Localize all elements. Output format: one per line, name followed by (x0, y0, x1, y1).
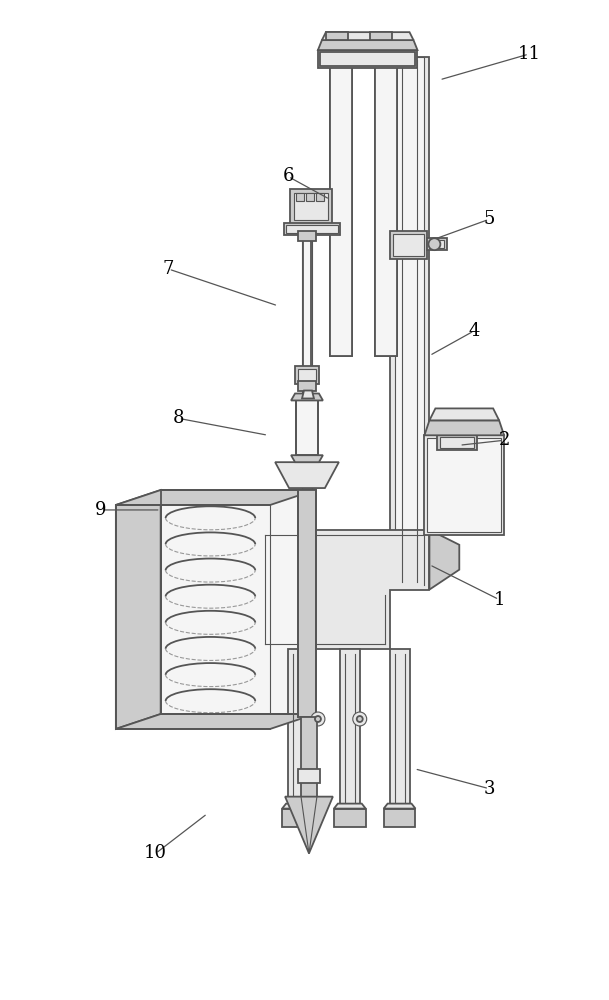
Text: 7: 7 (163, 260, 174, 278)
Bar (294, 193, 328, 220)
Polygon shape (330, 57, 352, 356)
Bar (379, 57, 392, 351)
Bar (334, 809, 366, 827)
Circle shape (311, 712, 325, 726)
Bar (437, 435, 477, 450)
Bar (393, 234, 424, 256)
Polygon shape (424, 420, 504, 435)
Circle shape (353, 712, 367, 726)
Bar (282, 809, 314, 827)
Bar (298, 769, 320, 783)
Bar (298, 369, 316, 381)
Circle shape (429, 238, 440, 250)
Polygon shape (116, 714, 315, 729)
Polygon shape (291, 455, 323, 462)
Polygon shape (375, 57, 396, 356)
Text: 3: 3 (484, 780, 495, 798)
Bar (298, 490, 316, 717)
Bar (390, 57, 429, 585)
Bar (429, 240, 445, 248)
Bar (335, 57, 347, 351)
Bar (295, 366, 319, 384)
Polygon shape (285, 797, 333, 853)
Polygon shape (291, 393, 323, 400)
Polygon shape (384, 804, 415, 809)
Polygon shape (370, 32, 392, 40)
Text: 1: 1 (493, 591, 505, 609)
Bar (318, 50, 418, 68)
Bar (428, 438, 501, 532)
Text: 10: 10 (144, 844, 167, 862)
Bar (440, 437, 474, 448)
Bar (298, 381, 316, 391)
Polygon shape (116, 490, 315, 505)
Polygon shape (326, 32, 348, 40)
Bar (161, 490, 315, 714)
Bar (306, 193, 314, 201)
Bar (384, 809, 415, 827)
Bar (428, 238, 448, 250)
Bar (390, 649, 409, 814)
Bar (290, 189, 332, 224)
Polygon shape (302, 391, 314, 398)
Polygon shape (334, 804, 366, 809)
Circle shape (315, 716, 321, 722)
Bar (286, 225, 338, 233)
Bar (340, 649, 360, 814)
Text: 5: 5 (484, 210, 495, 228)
Text: 11: 11 (518, 45, 540, 63)
Bar (320, 52, 415, 66)
Text: 8: 8 (173, 409, 185, 427)
Circle shape (357, 716, 363, 722)
Bar (296, 193, 304, 201)
Polygon shape (282, 804, 314, 809)
Bar (301, 717, 317, 797)
Polygon shape (275, 462, 339, 488)
Bar (390, 231, 428, 259)
Text: 6: 6 (283, 167, 294, 185)
Bar (298, 231, 316, 241)
Text: 9: 9 (95, 501, 107, 519)
Bar (424, 435, 504, 535)
Bar (288, 649, 308, 814)
Polygon shape (322, 32, 414, 40)
Bar (395, 57, 424, 585)
Polygon shape (260, 530, 429, 649)
Polygon shape (116, 490, 161, 729)
Bar (302, 235, 312, 584)
Polygon shape (429, 530, 459, 590)
Bar (316, 193, 324, 201)
Bar (296, 400, 318, 455)
Bar (284, 223, 340, 235)
Text: 2: 2 (498, 431, 510, 449)
Bar (330, 57, 352, 356)
Text: 4: 4 (468, 322, 480, 340)
Bar (375, 57, 396, 356)
Polygon shape (429, 408, 499, 420)
Polygon shape (318, 40, 418, 50)
Bar (303, 235, 311, 380)
